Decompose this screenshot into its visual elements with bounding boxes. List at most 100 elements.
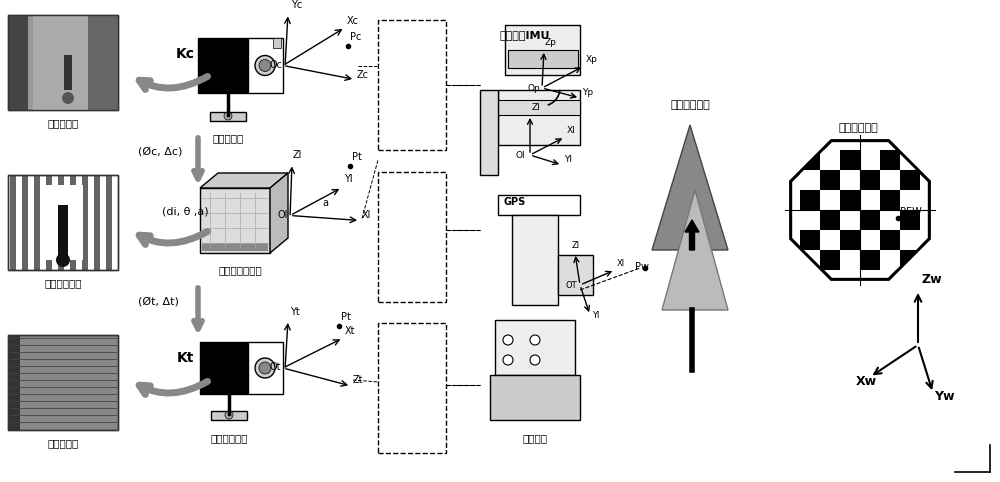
Text: Xl: Xl (362, 211, 371, 220)
Text: Xp: Xp (586, 55, 598, 64)
Text: (di, θ ,a): (di, θ ,a) (162, 206, 209, 216)
Text: 三维激光点云: 三维激光点云 (44, 278, 82, 288)
Bar (8, 335, 20, 430)
Bar (200, 342, 248, 394)
Bar (211, 411, 247, 420)
Bar (820, 150, 840, 170)
Text: Op: Op (528, 84, 541, 93)
Bar (860, 170, 880, 190)
Bar (860, 210, 880, 230)
Text: Pw: Pw (635, 262, 649, 272)
Text: 三维激光扫描仪: 三维激光扫描仪 (218, 265, 262, 275)
Text: GPS: GPS (504, 197, 526, 207)
Bar (880, 150, 900, 170)
Text: (Øt, Δt): (Øt, Δt) (138, 297, 179, 307)
Bar (202, 243, 268, 251)
Bar (860, 150, 880, 170)
Bar (378, 323, 446, 453)
Bar (200, 188, 270, 253)
Text: Yw: Yw (934, 390, 954, 403)
Circle shape (56, 253, 70, 267)
Text: Yc: Yc (291, 0, 302, 11)
Bar (800, 230, 820, 250)
Bar (480, 90, 498, 175)
Bar (10, 175, 16, 270)
Bar (8, 335, 118, 430)
Circle shape (255, 358, 275, 378)
Circle shape (224, 112, 232, 120)
Text: Xc: Xc (347, 15, 359, 26)
Bar (840, 230, 860, 250)
Bar (248, 342, 283, 394)
Bar (900, 170, 920, 190)
Bar (378, 20, 446, 150)
Circle shape (255, 55, 275, 76)
Text: 热红外成像仪: 热红外成像仪 (210, 433, 248, 443)
Circle shape (503, 335, 513, 345)
Text: Zp: Zp (545, 38, 557, 47)
Bar (498, 195, 580, 215)
Text: Yl: Yl (344, 174, 353, 185)
Bar (198, 38, 248, 93)
Bar (820, 170, 840, 190)
Bar (58, 175, 64, 270)
Bar (8, 175, 118, 270)
Bar (800, 150, 820, 170)
Bar (8, 15, 118, 110)
Text: Zl: Zl (572, 241, 580, 250)
Bar (820, 250, 840, 270)
Bar (58, 205, 68, 255)
Bar (495, 320, 575, 375)
Bar (558, 255, 593, 295)
Bar (800, 210, 820, 230)
Text: Ot: Ot (269, 362, 280, 372)
Text: Pc: Pc (350, 32, 361, 42)
Text: Yl: Yl (564, 155, 572, 164)
Bar (46, 175, 52, 270)
Text: (Øc, Δc): (Øc, Δc) (138, 147, 182, 157)
Bar (512, 215, 558, 305)
Text: Yt: Yt (290, 307, 300, 317)
Bar (498, 90, 580, 145)
Bar (490, 375, 580, 420)
Bar (64, 55, 72, 90)
Text: Xl: Xl (617, 259, 625, 268)
Circle shape (62, 92, 74, 104)
Bar (900, 210, 920, 230)
Bar (880, 170, 900, 190)
Text: 惯性单元IMU: 惯性单元IMU (500, 30, 550, 40)
Bar (840, 150, 860, 170)
Polygon shape (662, 190, 728, 310)
Bar (880, 250, 900, 270)
Circle shape (530, 335, 540, 345)
Bar (840, 250, 860, 270)
Text: Ol: Ol (278, 210, 288, 219)
Bar (840, 170, 860, 190)
Text: Pt: Pt (352, 151, 362, 161)
Bar (82, 175, 88, 270)
Text: Kc: Kc (176, 47, 194, 61)
Bar (900, 190, 920, 210)
Bar (8, 15, 28, 110)
Text: Yp: Yp (582, 88, 593, 97)
Circle shape (259, 362, 271, 374)
Bar (498, 100, 580, 115)
Text: OT: OT (566, 281, 578, 290)
Bar (94, 175, 100, 270)
Bar (8, 15, 118, 110)
Bar (505, 25, 580, 75)
Text: Ol: Ol (516, 151, 526, 160)
Text: 车载云台: 车载云台 (522, 433, 548, 443)
Bar (800, 250, 820, 270)
Circle shape (530, 355, 540, 365)
Bar (34, 175, 40, 270)
Bar (33, 15, 88, 110)
Bar (860, 190, 880, 210)
Text: Oc: Oc (269, 59, 282, 69)
Bar (106, 175, 112, 270)
Polygon shape (791, 141, 929, 279)
Bar (860, 250, 880, 270)
Text: Zt: Zt (353, 375, 364, 385)
Text: Zw: Zw (922, 273, 943, 286)
Bar (210, 112, 246, 121)
